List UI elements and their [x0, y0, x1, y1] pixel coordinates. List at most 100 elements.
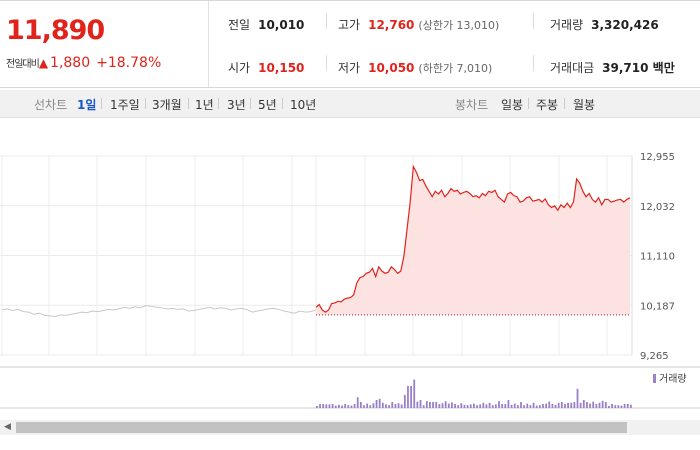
volume-bar — [441, 403, 444, 408]
tab-weekly-candle[interactable]: 주봉 — [536, 98, 559, 112]
volume-bar — [435, 402, 438, 408]
y-tick-label: 10,187 — [640, 301, 675, 312]
volume-bar — [356, 397, 359, 408]
change-value: 1,880 — [50, 55, 91, 71]
volume-bar — [526, 403, 529, 408]
tab-separator — [282, 98, 283, 109]
volume-bar — [372, 403, 375, 408]
tab-10y[interactable]: 10년 — [290, 98, 317, 112]
volume-bar — [608, 406, 610, 408]
tab-separator — [218, 98, 219, 109]
volume-bar — [419, 400, 422, 408]
tab-5y[interactable]: 5년 — [258, 98, 277, 112]
volume-bar — [617, 405, 620, 408]
volume-bar — [416, 401, 419, 408]
volume-bar — [564, 404, 566, 408]
volume-bar — [611, 404, 613, 408]
volume-bar — [410, 386, 412, 408]
volume-bar — [488, 402, 491, 408]
volume-bar — [429, 402, 431, 408]
volume-bar — [422, 405, 425, 408]
today-area-fill — [316, 166, 630, 315]
amount-cell: 거래대금 39,710 백만 — [550, 59, 675, 76]
volume-bar — [319, 404, 321, 408]
prev-close-label: 전일 — [228, 18, 251, 32]
volume-bar — [589, 403, 591, 408]
tab-separator — [528, 98, 529, 109]
volume-cell: 거래량 3,320,426 — [550, 16, 659, 33]
volume-bars — [316, 379, 632, 408]
volume-bar — [363, 405, 365, 408]
tab-separator — [101, 98, 102, 109]
tab-1w[interactable]: 1주일 — [110, 98, 140, 112]
volume-bar — [620, 405, 623, 408]
volume-bar — [538, 405, 541, 408]
price-chart: 12,955 12,032 11,110 10,187 9,265 거래량 — [0, 152, 700, 409]
volume-bar — [350, 405, 353, 408]
tab-daily-candle[interactable]: 일봉 — [501, 98, 524, 112]
volume-bar — [407, 386, 409, 408]
volume-bar — [560, 402, 563, 408]
volume-bar — [328, 404, 331, 408]
line-chart-label: 선차트 — [34, 98, 68, 112]
volume-bar — [413, 379, 416, 408]
volume-bar — [586, 402, 588, 408]
volume-bar — [548, 401, 551, 408]
volume-bar — [460, 403, 463, 408]
tab-1d[interactable]: 1일 — [77, 98, 97, 112]
tab-separator — [250, 98, 251, 109]
divider — [326, 13, 327, 29]
volume-bar — [447, 403, 450, 408]
volume-bar — [630, 404, 632, 408]
scroll-left-icon[interactable]: ◀ — [4, 422, 11, 432]
volume-bar — [491, 405, 494, 408]
horizontal-scrollbar[interactable]: ◀ — [0, 420, 700, 435]
tab-1y[interactable]: 1년 — [195, 98, 214, 112]
change-row: 전일대비▲ 1,880 +18.78% — [6, 55, 161, 71]
volume-bar — [344, 404, 347, 408]
high-value: 12,760 — [368, 18, 415, 32]
tab-separator — [564, 98, 565, 109]
tab-3m[interactable]: 3개월 — [152, 98, 182, 112]
upper-limit: (상한가 13,010) — [418, 19, 500, 32]
volume-bar — [601, 400, 604, 408]
volume-bar — [385, 404, 387, 408]
volume-bar — [369, 405, 372, 408]
quote-panel: 11,890 전일대비▲ 1,880 +18.78% 전일 10,010 고가 12,7… — [0, 0, 700, 88]
volume-bar — [501, 404, 504, 408]
volume-bar — [510, 404, 513, 408]
volume-bar — [507, 400, 510, 408]
prev-close-cell: 전일 10,010 — [228, 16, 304, 33]
volume-bar — [582, 400, 585, 408]
volume-bar — [623, 404, 626, 408]
volume-bar — [400, 404, 403, 408]
volume-legend: 거래량 — [653, 373, 687, 385]
volume-bar — [454, 404, 456, 408]
high-label: 고가 — [338, 18, 361, 32]
volume-bar — [378, 398, 381, 408]
prev-close-value: 10,010 — [258, 18, 305, 32]
change-label: 전일대비 — [6, 59, 40, 70]
volume-bar — [425, 401, 428, 408]
divider — [533, 13, 534, 29]
tab-separator — [145, 98, 146, 109]
volume-bar — [359, 402, 362, 408]
volume-bar — [485, 404, 488, 408]
volume-legend-label: 거래량 — [659, 373, 687, 385]
candle-chart-label: 봉차트 — [455, 98, 489, 112]
volume-bar — [529, 405, 532, 408]
tab-3y[interactable]: 3년 — [227, 98, 246, 112]
volume-bar — [532, 402, 535, 408]
low-cell: 저가 10,050 (하한가 7,010) — [338, 59, 492, 76]
scroll-thumb[interactable] — [16, 422, 627, 433]
volume-bar — [513, 403, 516, 408]
y-tick-label: 12,955 — [640, 152, 675, 163]
volume-bar — [570, 402, 573, 408]
volume-bar — [476, 405, 478, 408]
volume-bar — [626, 404, 629, 408]
y-axis-ticks: 12,955 12,032 11,110 10,187 9,265 — [640, 152, 675, 362]
tab-monthly-candle[interactable]: 월봉 — [573, 98, 596, 112]
volume-bar — [466, 405, 469, 408]
volume-bar — [614, 405, 617, 408]
volume-bar — [598, 402, 601, 408]
